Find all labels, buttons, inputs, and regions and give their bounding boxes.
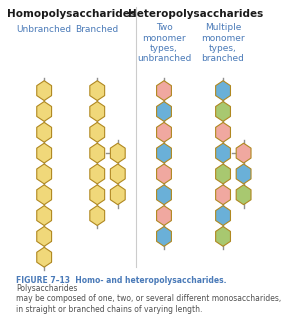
- Polygon shape: [157, 226, 171, 246]
- Polygon shape: [157, 143, 171, 163]
- Polygon shape: [216, 122, 231, 142]
- Polygon shape: [157, 102, 171, 121]
- Polygon shape: [90, 102, 105, 121]
- Polygon shape: [216, 102, 231, 121]
- Text: Heteropolysaccharides: Heteropolysaccharides: [128, 9, 263, 19]
- Polygon shape: [37, 247, 52, 267]
- Polygon shape: [216, 164, 231, 184]
- Polygon shape: [37, 226, 52, 246]
- Polygon shape: [110, 185, 125, 205]
- Polygon shape: [236, 185, 251, 205]
- Text: Multiple
monomer
types,
branched: Multiple monomer types, branched: [201, 23, 245, 64]
- Polygon shape: [110, 164, 125, 184]
- Polygon shape: [90, 164, 105, 184]
- Polygon shape: [236, 143, 251, 163]
- Polygon shape: [37, 122, 52, 142]
- Polygon shape: [110, 143, 125, 163]
- Polygon shape: [216, 206, 231, 225]
- Text: FIGURE 7–13  Homo- and heteropolysaccharides.: FIGURE 7–13 Homo- and heteropolysacchari…: [16, 276, 227, 285]
- Polygon shape: [37, 102, 52, 121]
- Polygon shape: [157, 206, 171, 225]
- Polygon shape: [157, 164, 171, 184]
- Polygon shape: [37, 206, 52, 225]
- Text: Branched: Branched: [76, 25, 119, 34]
- Polygon shape: [157, 185, 171, 205]
- Text: Homopolysaccharides: Homopolysaccharides: [7, 9, 136, 19]
- Text: Polysaccharides
may be composed of one, two, or several different monosaccharide: Polysaccharides may be composed of one, …: [16, 284, 281, 314]
- Polygon shape: [37, 143, 52, 163]
- Polygon shape: [37, 81, 52, 101]
- Polygon shape: [216, 143, 231, 163]
- Polygon shape: [216, 226, 231, 246]
- Polygon shape: [90, 143, 105, 163]
- Polygon shape: [37, 185, 52, 205]
- Polygon shape: [90, 81, 105, 101]
- Text: Unbranched: Unbranched: [17, 25, 72, 34]
- Polygon shape: [157, 122, 171, 142]
- Polygon shape: [236, 164, 251, 184]
- Polygon shape: [90, 185, 105, 205]
- Polygon shape: [216, 81, 231, 101]
- Polygon shape: [216, 185, 231, 205]
- Text: Two
monomer
types,
unbranched: Two monomer types, unbranched: [137, 23, 191, 64]
- Polygon shape: [157, 81, 171, 101]
- Polygon shape: [90, 206, 105, 225]
- Polygon shape: [37, 164, 52, 184]
- Polygon shape: [90, 122, 105, 142]
